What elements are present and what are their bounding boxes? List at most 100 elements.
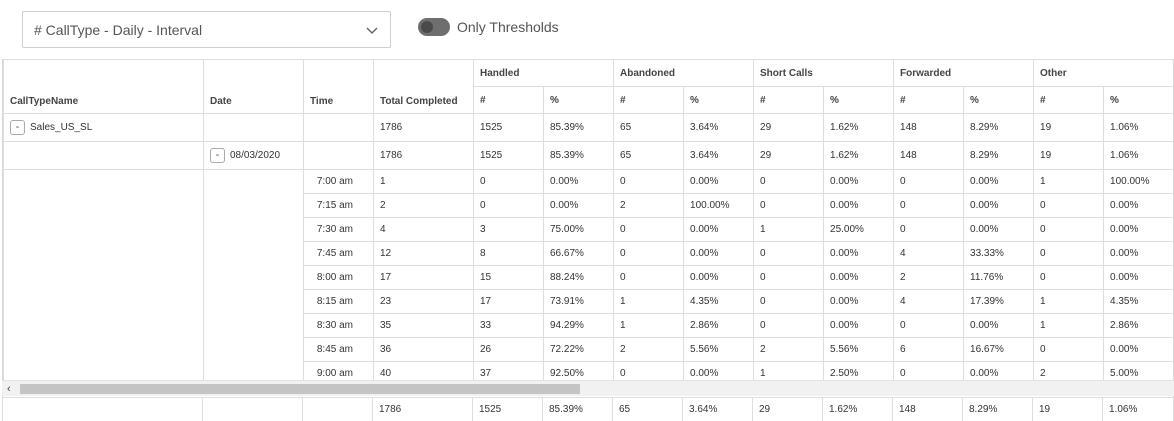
short-num-cell: 0 xyxy=(753,193,825,218)
only-thresholds-toggle[interactable]: Only Thresholds xyxy=(418,18,559,36)
header-calltype[interactable]: CallTypeName xyxy=(3,59,204,114)
scrollbar-thumb[interactable] xyxy=(20,384,580,394)
footer-total-cell: 1786 xyxy=(372,397,473,421)
abandoned-num-cell: 0 xyxy=(613,265,685,290)
date-cell: - 08/03/2020 xyxy=(203,141,304,170)
header-date[interactable]: Date xyxy=(203,59,304,114)
abandoned-pct-cell: 3.64% xyxy=(683,113,755,142)
forwarded-pct-cell: 33.33% xyxy=(963,241,1035,266)
header-handled-pct[interactable]: % xyxy=(542,86,615,114)
header-other-num[interactable]: # xyxy=(1033,86,1105,114)
footer-handled-num-cell: 1525 xyxy=(472,397,543,421)
handled-pct-cell: 88.24% xyxy=(542,265,615,290)
date-cell xyxy=(203,241,304,266)
other-num-cell: 1 xyxy=(1033,169,1105,194)
other-num-cell: 0 xyxy=(1033,241,1105,266)
short-pct-cell: 0.00% xyxy=(823,313,895,338)
total-cell: 4 xyxy=(373,217,474,242)
header-group-short-calls: Short Calls xyxy=(753,59,895,87)
forwarded-num-cell: 0 xyxy=(893,193,965,218)
other-num-cell: 1 xyxy=(1033,313,1105,338)
abandoned-pct-cell: 2.86% xyxy=(683,313,755,338)
abandoned-pct-cell: 3.64% xyxy=(683,141,755,170)
date-cell xyxy=(203,193,304,218)
date-cell xyxy=(203,265,304,290)
footer-other-pct-cell: 1.06% xyxy=(1102,397,1174,421)
calltype-cell: - Sales_US_SL xyxy=(3,113,204,142)
table-row: 8:45 am 36 26 72.22% 2 5.56% 2 5.56% 6 16.67% 0 0.0… xyxy=(3,337,1173,362)
short-pct-cell: 25.00% xyxy=(823,217,895,242)
footer-forwarded-num-cell: 148 xyxy=(892,397,963,421)
handled-pct-cell: 75.00% xyxy=(542,217,615,242)
short-num-cell: 2 xyxy=(753,337,825,362)
abandoned-pct-cell: 0.00% xyxy=(683,217,755,242)
header-other-pct[interactable]: % xyxy=(1103,86,1173,114)
horizontal-scrollbar[interactable]: ‹ xyxy=(2,380,1174,396)
total-cell: 1 xyxy=(373,169,474,194)
toggle-track[interactable] xyxy=(418,18,450,36)
total-cell: 1786 xyxy=(373,141,474,170)
time-cell: 8:30 am xyxy=(303,313,374,338)
header-handled-num[interactable]: # xyxy=(473,86,544,114)
time-cell: 7:45 am xyxy=(303,241,374,266)
handled-pct-cell: 66.67% xyxy=(542,241,615,266)
time-cell: 7:00 am xyxy=(303,169,374,194)
report-type-select[interactable]: # CallType - Daily - Interval xyxy=(22,11,391,48)
toggle-knob xyxy=(421,21,433,33)
handled-pct-cell: 85.39% xyxy=(542,113,615,142)
abandoned-num-cell: 65 xyxy=(613,113,685,142)
handled-num-cell: 17 xyxy=(473,289,544,314)
forwarded-pct-cell: 8.29% xyxy=(963,113,1035,142)
header-forwarded-num[interactable]: # xyxy=(893,86,965,114)
header-abandoned-num[interactable]: # xyxy=(613,86,685,114)
forwarded-num-cell: 2 xyxy=(893,265,965,290)
table-row: 7:45 am 12 8 66.67% 0 0.00% 0 0.00% 4 33.33% 0 0.00… xyxy=(3,241,1173,266)
footer-short-num-cell: 29 xyxy=(752,397,823,421)
toggle-label: Only Thresholds xyxy=(457,19,559,35)
forwarded-num-cell: 0 xyxy=(893,169,965,194)
collapse-calltype-button[interactable]: - xyxy=(10,120,25,135)
other-num-cell: 0 xyxy=(1033,217,1105,242)
table-row: 7:15 am 2 0 0.00% 2 100.00% 0 0.00% 0 0.00% 0 0.00% xyxy=(3,193,1173,218)
header-short-pct[interactable]: % xyxy=(823,86,895,114)
other-pct-cell: 0.00% xyxy=(1103,217,1173,242)
header-total-completed[interactable]: Total Completed xyxy=(373,59,474,114)
footer-forwarded-pct-cell: 8.29% xyxy=(962,397,1033,421)
abandoned-num-cell: 2 xyxy=(613,337,685,362)
other-pct-cell: 2.86% xyxy=(1103,313,1173,338)
short-num-cell: 0 xyxy=(753,169,825,194)
header-group-other: Other xyxy=(1033,59,1173,87)
footer-abandoned-pct-cell: 3.64% xyxy=(682,397,753,421)
header-short-num[interactable]: # xyxy=(753,86,825,114)
header-abandoned-pct[interactable]: % xyxy=(683,86,755,114)
calltype-cell xyxy=(3,241,204,266)
handled-pct-cell: 73.91% xyxy=(542,289,615,314)
abandoned-num-cell: 0 xyxy=(613,241,685,266)
table-row-calltype: - Sales_US_SL 1786 1525 85.39% 65 3.64% … xyxy=(3,113,1173,142)
forwarded-pct-cell: 0.00% xyxy=(963,193,1035,218)
calltype-cell xyxy=(3,217,204,242)
total-cell: 2 xyxy=(373,193,474,218)
short-num-cell: 0 xyxy=(753,313,825,338)
collapse-date-button[interactable]: - xyxy=(210,148,225,163)
time-cell: 7:30 am xyxy=(303,217,374,242)
calltype-cell xyxy=(3,141,204,170)
date-cell xyxy=(203,169,304,194)
header-group-forwarded: Forwarded xyxy=(893,59,1035,87)
header-time[interactable]: Time xyxy=(303,59,374,114)
handled-num-cell: 26 xyxy=(473,337,544,362)
header-forwarded-pct[interactable]: % xyxy=(963,86,1035,114)
forwarded-pct-cell: 11.76% xyxy=(963,265,1035,290)
abandoned-num-cell: 2 xyxy=(613,193,685,218)
other-pct-cell: 1.06% xyxy=(1103,141,1173,170)
total-cell: 35 xyxy=(373,313,474,338)
time-cell: 8:00 am xyxy=(303,265,374,290)
scroll-left-icon[interactable]: ‹ xyxy=(7,383,11,395)
calltype-cell xyxy=(3,169,204,194)
forwarded-pct-cell: 16.67% xyxy=(963,337,1035,362)
header-group-abandoned: Abandoned xyxy=(613,59,755,87)
other-num-cell: 0 xyxy=(1033,193,1105,218)
handled-pct-cell: 72.22% xyxy=(542,337,615,362)
table-row: 8:30 am 35 33 94.29% 1 2.86% 0 0.00% 0 0.00% 1 2.86… xyxy=(3,313,1173,338)
forwarded-num-cell: 0 xyxy=(893,217,965,242)
